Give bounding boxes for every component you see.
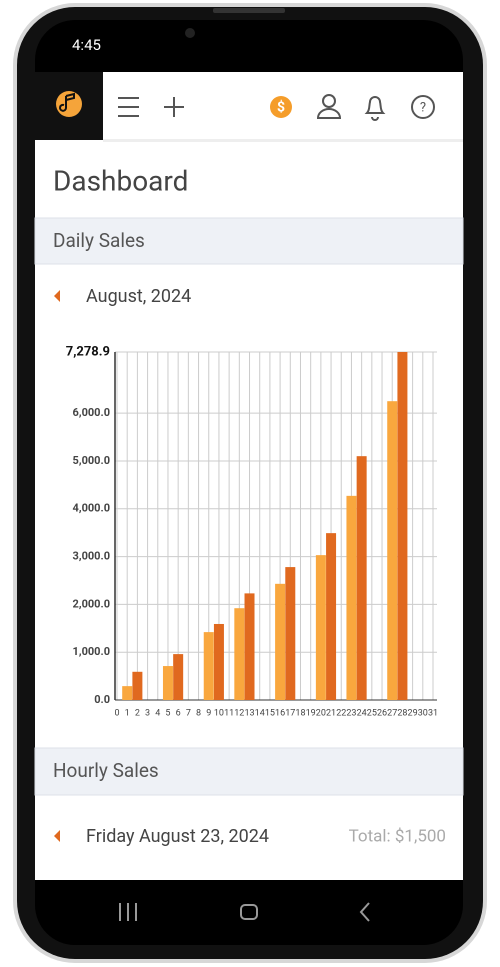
user-icon[interactable] bbox=[322, 94, 336, 108]
x-tick-label: 7 bbox=[186, 708, 191, 718]
bar bbox=[122, 686, 133, 700]
y-tick-label: 0.0 bbox=[94, 693, 110, 706]
x-tick-label: 28 bbox=[397, 708, 407, 718]
x-tick-label: 3 bbox=[145, 708, 150, 718]
section-bar bbox=[34, 217, 464, 265]
recents-button[interactable] bbox=[119, 903, 137, 921]
bar bbox=[387, 401, 398, 700]
bar bbox=[346, 495, 357, 700]
section-bar bbox=[34, 747, 464, 796]
section-title: Hourly Sales bbox=[53, 759, 159, 782]
x-tick-label: 21 bbox=[326, 708, 336, 718]
currency-icon[interactable] bbox=[270, 96, 292, 118]
y-tick-label: 6,000.0 bbox=[73, 406, 110, 419]
x-tick-label: 24 bbox=[357, 708, 367, 718]
x-tick-label: 1 bbox=[125, 708, 130, 718]
daily-sales-chart: 0 1 2 3 4 5 6 7 8 9 10 11 12 13 14 15 16 17 18 19 20 21 22 23 24… bbox=[66, 344, 438, 718]
x-tick-label: 15 bbox=[265, 708, 275, 718]
bell-icon[interactable] bbox=[364, 96, 386, 121]
camera bbox=[185, 28, 195, 38]
x-tick-label: 31 bbox=[428, 708, 438, 718]
x-tick-label: 14 bbox=[255, 708, 265, 718]
y-tick-label: 3,000.0 bbox=[73, 549, 110, 562]
total-label: Total: $1,500 bbox=[349, 826, 446, 846]
speaker bbox=[213, 8, 285, 13]
prev-arrow[interactable] bbox=[54, 830, 60, 842]
header-shadow bbox=[103, 139, 463, 142]
x-tick-label: 23 bbox=[346, 708, 356, 718]
y-tick-label: 1,000.0 bbox=[73, 645, 110, 658]
bar bbox=[244, 593, 255, 700]
x-tick-label: 12 bbox=[234, 708, 244, 718]
x-tick-label: 17 bbox=[285, 708, 295, 718]
x-tick-label: 16 bbox=[275, 708, 285, 718]
x-tick-label: 22 bbox=[336, 708, 346, 718]
x-tick-label: 10 bbox=[214, 708, 224, 718]
x-tick-label: 6 bbox=[176, 708, 181, 718]
bar bbox=[285, 567, 296, 700]
bar bbox=[315, 555, 326, 700]
x-tick-label: 19 bbox=[306, 708, 316, 718]
y-tick-label: 2,000.0 bbox=[73, 597, 110, 610]
help-glyph: ? bbox=[420, 100, 426, 115]
x-tick-label: 8 bbox=[196, 708, 201, 718]
y-tick-label: 7,278.9 bbox=[66, 344, 110, 359]
logo-note bbox=[59, 92, 75, 112]
menu-icon[interactable] bbox=[118, 97, 139, 117]
x-tick-label: 20 bbox=[316, 708, 326, 718]
bar bbox=[173, 654, 184, 700]
page-title: Dashboard bbox=[53, 164, 188, 197]
x-tick-label: 27 bbox=[387, 708, 397, 718]
back-button[interactable] bbox=[359, 902, 370, 922]
bar bbox=[356, 456, 367, 700]
bar bbox=[213, 623, 224, 700]
bar bbox=[275, 583, 286, 700]
x-tick-label: 9 bbox=[206, 708, 211, 718]
x-tick-label: 25 bbox=[367, 708, 377, 718]
bar bbox=[132, 671, 143, 700]
bar bbox=[203, 632, 214, 700]
add-icon[interactable] bbox=[164, 97, 184, 117]
x-tick-label: 29 bbox=[408, 708, 418, 718]
status-time: 4:45 bbox=[72, 36, 101, 54]
x-tick-label: 13 bbox=[244, 708, 254, 718]
prev-arrow[interactable] bbox=[54, 290, 60, 302]
x-tick-label: 26 bbox=[377, 708, 387, 718]
x-tick-label: 5 bbox=[165, 708, 170, 718]
x-tick-label: 0 bbox=[114, 708, 119, 718]
x-tick-label: 11 bbox=[224, 708, 234, 718]
x-tick-label: 4 bbox=[155, 708, 160, 718]
bar bbox=[397, 352, 408, 700]
y-tick-label: 5,000.0 bbox=[73, 454, 110, 467]
bar bbox=[162, 666, 173, 700]
section-title: Daily Sales bbox=[53, 229, 145, 252]
x-tick-label: 18 bbox=[295, 708, 305, 718]
period-label: August, 2024 bbox=[86, 286, 191, 307]
bar bbox=[326, 533, 337, 700]
help-icon[interactable] bbox=[411, 95, 435, 119]
bar bbox=[234, 608, 245, 700]
currency-glyph: $ bbox=[277, 99, 285, 116]
home-button[interactable] bbox=[240, 904, 258, 920]
y-tick-label: 4,000.0 bbox=[73, 502, 110, 515]
date-label: Friday August 23, 2024 bbox=[86, 826, 269, 847]
x-tick-label: 30 bbox=[418, 708, 428, 718]
x-tick-label: 2 bbox=[135, 708, 140, 718]
